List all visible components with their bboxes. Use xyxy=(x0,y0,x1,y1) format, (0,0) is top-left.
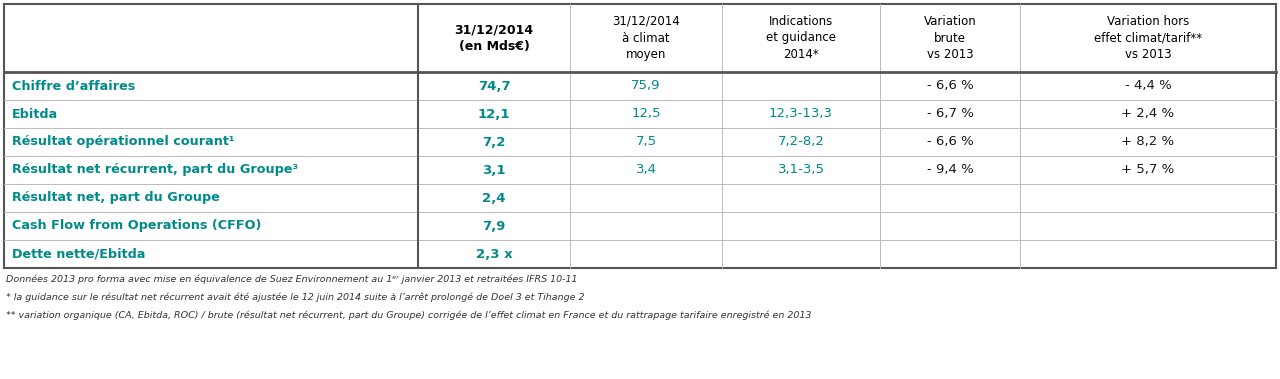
Text: 3,1-3,5: 3,1-3,5 xyxy=(777,163,824,177)
Text: - 6,6 %: - 6,6 % xyxy=(927,80,973,92)
Text: 31/12/2014
(en Mds€): 31/12/2014 (en Mds€) xyxy=(454,23,534,53)
Text: Résultat net récurrent, part du Groupe³: Résultat net récurrent, part du Groupe³ xyxy=(12,163,298,177)
Text: 12,1: 12,1 xyxy=(477,108,511,121)
Text: 7,2: 7,2 xyxy=(483,136,506,149)
Text: Données 2013 pro forma avec mise en équivalence de Suez Environnement au 1ᵉʳ jan: Données 2013 pro forma avec mise en équi… xyxy=(6,274,577,283)
Text: 75,9: 75,9 xyxy=(631,80,660,92)
Text: Chiffre d’affaires: Chiffre d’affaires xyxy=(12,80,136,92)
Text: Cash Flow from Operations (CFFO): Cash Flow from Operations (CFFO) xyxy=(12,219,261,232)
Text: 12,5: 12,5 xyxy=(631,108,660,121)
Text: + 5,7 %: + 5,7 % xyxy=(1121,163,1175,177)
Text: Indications
et guidance
2014*: Indications et guidance 2014* xyxy=(765,15,836,61)
Text: - 6,6 %: - 6,6 % xyxy=(927,136,973,149)
Text: 31/12/2014
à climat
moyen: 31/12/2014 à climat moyen xyxy=(612,15,680,61)
Bar xyxy=(4,4,1276,268)
Text: Résultat opérationnel courant¹: Résultat opérationnel courant¹ xyxy=(12,136,234,149)
Text: 7,5: 7,5 xyxy=(635,136,657,149)
Text: Dette nette/Ebitda: Dette nette/Ebitda xyxy=(12,247,146,260)
Text: - 4,4 %: - 4,4 % xyxy=(1125,80,1171,92)
Text: + 2,4 %: + 2,4 % xyxy=(1121,108,1175,121)
Text: 7,2-8,2: 7,2-8,2 xyxy=(777,136,824,149)
Text: Variation
brute
vs 2013: Variation brute vs 2013 xyxy=(924,15,977,61)
Text: 12,3-13,3: 12,3-13,3 xyxy=(769,108,833,121)
Text: Résultat net, part du Groupe: Résultat net, part du Groupe xyxy=(12,191,220,205)
Text: * la guidance sur le résultat net récurrent avait été ajustée le 12 juin 2014 su: * la guidance sur le résultat net récurr… xyxy=(6,293,585,302)
Text: 74,7: 74,7 xyxy=(477,80,511,92)
Text: 2,3 x: 2,3 x xyxy=(476,247,512,260)
Text: 2,4: 2,4 xyxy=(483,191,506,205)
Text: 3,1: 3,1 xyxy=(483,163,506,177)
Text: 3,4: 3,4 xyxy=(635,163,657,177)
Text: 7,9: 7,9 xyxy=(483,219,506,232)
Text: Variation hors
effet climat/tarif**
vs 2013: Variation hors effet climat/tarif** vs 2… xyxy=(1094,15,1202,61)
Text: - 6,7 %: - 6,7 % xyxy=(927,108,973,121)
Text: - 9,4 %: - 9,4 % xyxy=(927,163,973,177)
Text: Ebitda: Ebitda xyxy=(12,108,59,121)
Text: + 8,2 %: + 8,2 % xyxy=(1121,136,1175,149)
Text: ** variation organique (CA, Ebitda, ROC) / brute (résultat net récurrent, part d: ** variation organique (CA, Ebitda, ROC)… xyxy=(6,310,812,319)
